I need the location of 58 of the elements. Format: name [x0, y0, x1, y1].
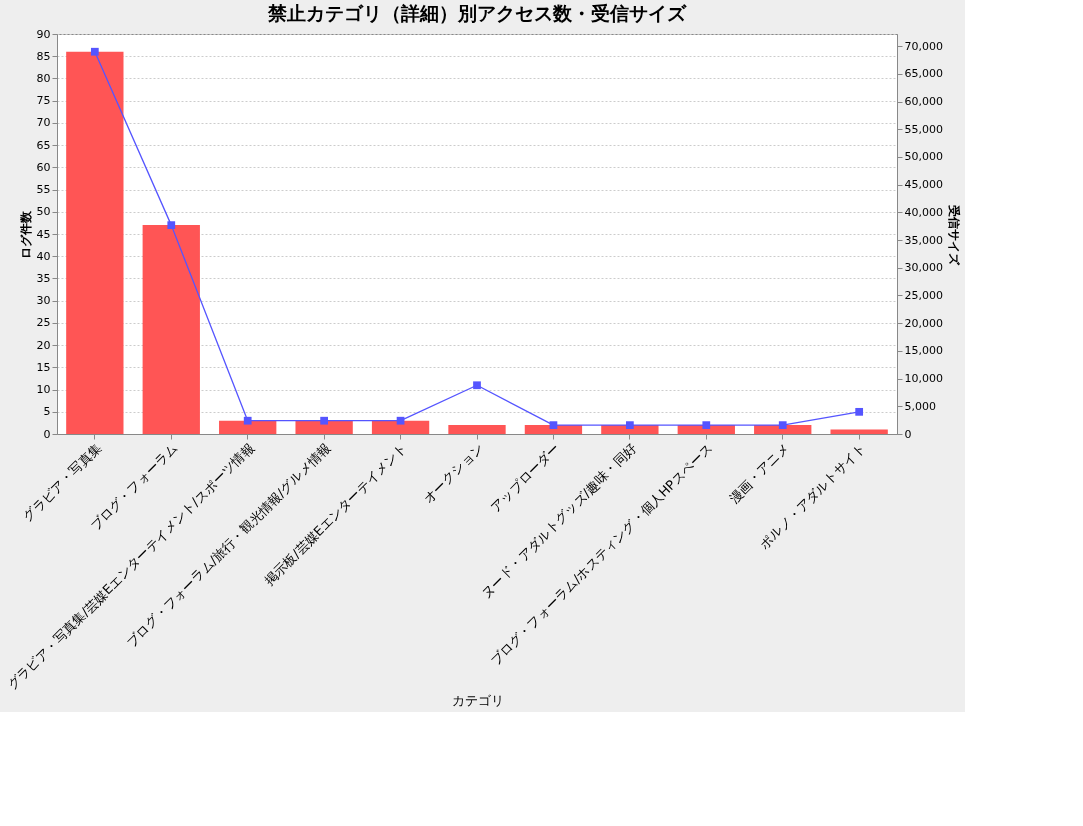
- y-tick-label: 45: [36, 227, 51, 241]
- y2-tick-label: 20,000: [904, 316, 943, 330]
- y-tick-label: 30: [36, 294, 51, 308]
- y2-tick-label: 5,000: [904, 399, 936, 413]
- y2-tick-label: 25,000: [904, 289, 943, 302]
- y-tick-label: 70: [36, 116, 51, 130]
- point: [778, 421, 787, 430]
- y2-tick-label: 30,000: [904, 261, 943, 275]
- point: [625, 421, 634, 430]
- y-tick-label: 10: [36, 383, 51, 397]
- point: [167, 221, 176, 230]
- y-tick-label: 85: [36, 49, 51, 63]
- y-tick-label: 0: [43, 427, 51, 441]
- y2-axis-title: 受信サイズ: [946, 203, 961, 266]
- y2-tick-label: 70,000: [904, 39, 943, 53]
- x-axis-title: カテゴリ: [451, 692, 504, 708]
- point: [243, 416, 252, 425]
- chart-title: 禁止カテゴリ（詳細）別アクセス数・受信サイズ: [267, 2, 687, 24]
- y-tick-label: 20: [36, 338, 51, 352]
- bar: [371, 420, 430, 434]
- y-tick-label: 15: [36, 360, 51, 374]
- y-tick-label: 65: [36, 138, 51, 152]
- bar: [524, 425, 583, 434]
- y2-tick-label: 60,000: [904, 95, 943, 109]
- y2-tick-label: 0: [904, 427, 912, 441]
- y-tick-label: 25: [36, 316, 51, 330]
- point: [473, 381, 481, 390]
- point: [702, 421, 711, 430]
- y2-tick-label: 55,000: [904, 122, 943, 136]
- y2-tick-label: 35,000: [904, 233, 943, 247]
- x-tick-label: オークション: [420, 440, 487, 506]
- bar: [448, 425, 506, 434]
- y-tick-label: 35: [36, 271, 51, 285]
- bar: [66, 51, 124, 434]
- y-tick-label: 50: [36, 205, 51, 219]
- point: [320, 416, 329, 425]
- y2-tick-label: 15,000: [904, 344, 943, 358]
- bar: [219, 420, 277, 434]
- bar: [142, 225, 200, 434]
- y2-tick-label: 10,000: [904, 372, 943, 386]
- y-tick-label: 40: [36, 249, 51, 263]
- point: [90, 47, 99, 56]
- point: [855, 407, 864, 416]
- y2-tick-label: 50,000: [904, 150, 943, 164]
- y-tick-label: 55: [36, 183, 51, 197]
- bar: [295, 420, 353, 434]
- y-axis-title: ログ件数: [18, 209, 33, 259]
- y2-tick-label: 65,000: [904, 67, 943, 81]
- y2-tick-label: 45,000: [904, 178, 943, 192]
- x-tick-label: 漫画・アニメ: [726, 440, 792, 506]
- y2-tick-label: 40,000: [904, 205, 943, 219]
- y-tick-label: 60: [36, 160, 51, 174]
- y-tick-label: 90: [36, 27, 51, 41]
- point: [549, 421, 558, 430]
- point: [396, 416, 405, 425]
- y-tick-label: 75: [36, 94, 51, 108]
- y-tick-label: 5: [43, 405, 51, 419]
- y-tick-label: 80: [36, 71, 51, 85]
